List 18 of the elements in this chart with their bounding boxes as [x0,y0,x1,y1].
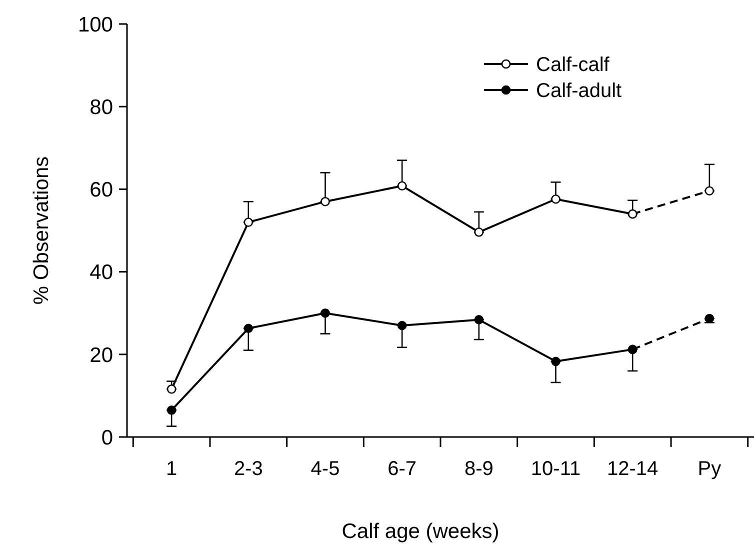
x-tick-label: 1 [166,458,178,480]
x-axis-title: Calf age (weeks) [342,520,500,543]
y-tick-label: 40 [90,261,113,284]
x-tick-label: 2-3 [234,458,263,480]
x-tick-label: 4-5 [310,458,340,480]
legend-label: Calf-calf [536,54,610,76]
y-axis-title: % Observations [30,156,53,305]
y-tick-label: 100 [78,13,113,36]
x-tick-label: 10-11 [530,458,581,480]
y-tick-label: 80 [90,96,113,119]
x-tick-label: 6-7 [388,458,417,480]
y-tick-label: 0 [101,426,113,450]
y-tick-label: 60 [90,178,113,202]
x-tick-label: 8-9 [464,458,494,480]
x-tick-label: 12-14 [607,458,658,480]
y-tick-label: 20 [90,344,113,367]
legend-label: Calf-adult [536,80,622,102]
x-tick-label: Py [698,458,722,480]
